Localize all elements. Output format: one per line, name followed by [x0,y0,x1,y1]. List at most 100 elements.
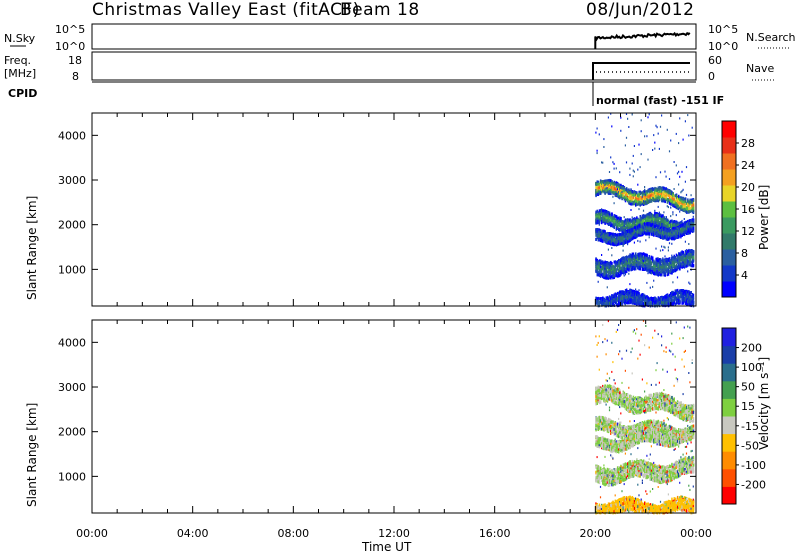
range-gate-cell [623,292,626,296]
range-gate-cell [636,264,638,268]
range-gate-cell [627,296,629,299]
range-gate-cell [612,277,614,280]
range-gate-cell [641,252,644,256]
range-gate-cell [633,226,636,230]
range-gate-cell [647,231,649,235]
range-gate-cell [627,222,629,226]
range-gate-cell [657,132,659,135]
range-gate-cell [645,232,647,236]
range-gate-cell [633,295,636,299]
range-gate-cell [636,254,638,258]
range-gate-cell [654,147,656,150]
range-gate-cell [645,299,647,302]
range-gate-cell [614,192,617,196]
range-gate-cell [670,231,672,235]
range-gate-cell [622,235,624,239]
range-gate-cell [638,143,640,146]
range-gate-cell [604,230,606,234]
range-gate-cell [650,215,652,218]
range-gate-cell [645,261,647,264]
range-gate-cell [620,236,622,240]
range-gate-cell [665,258,667,262]
range-gate-cell [608,182,611,186]
range-gate-cell [649,222,652,226]
range-gate-cell [611,265,613,269]
range-gate-cell [632,252,635,256]
range-gate-cell [652,285,654,288]
range-gate-cell [612,296,614,300]
range-gate-cell [606,241,609,245]
range-gate-cell [595,182,597,185]
range-gate-cell [661,263,663,267]
range-gate-cell [614,260,617,264]
range-gate-cell [654,268,656,271]
range-gate-cell [662,214,664,218]
range-gate-cell [667,270,670,274]
range-gate-cell [637,183,639,186]
range-gate-cell [621,269,623,273]
range-gate-cell [664,191,666,195]
range-gate-cell [638,233,640,237]
range-gate-cell [640,233,643,237]
range-gate-cell [630,209,632,211]
range-gate-cell [652,197,654,201]
range-gate-cell [627,117,629,120]
range-gate-cell [618,194,620,198]
range-gate-cell [618,223,620,227]
range-gate-cell [622,256,624,260]
range-gate-cell [648,213,651,217]
range-gate-cell [599,189,602,192]
range-gate-cell [599,229,602,233]
range-gate-cell [615,240,618,244]
range-gate-cell [633,290,636,294]
range-gate-cell [647,272,649,275]
range-gate-cell [671,228,673,232]
range-gate-cell [601,210,603,214]
range-gate-cell [661,270,663,274]
range-gate-cell [668,232,671,236]
range-gate-cell [655,232,657,236]
range-gate-cell [622,237,624,241]
range-gate-cell [608,213,611,216]
range-gate-cell [613,298,615,302]
range-gate-cell [650,296,652,299]
range-gate-cell [595,131,597,134]
range-gate-cell [644,220,646,224]
range-gate-cell [608,267,611,271]
range-gate-cell [637,258,639,262]
range-gate-cell [625,221,628,225]
range-gate-cell [618,216,620,220]
range-gate-cell [605,210,607,213]
range-gate-cell [610,234,612,238]
freq-unit-label: [MHz] [4,67,36,80]
range-gate-cell [661,193,663,197]
range-gate-cell [625,233,628,237]
range-gate-cell [619,193,621,197]
range-gate-cell [648,301,651,305]
range-gate-cell [598,214,601,218]
range-gate-cell [619,183,621,187]
range-gate-cell [621,304,623,307]
range-gate-cell [645,223,647,227]
range-gate-cell [650,226,653,230]
freq-panel [91,51,697,81]
range-gate-cell [644,217,646,220]
range-gate-cell [606,190,609,194]
range-gate-cell [647,220,649,224]
range-gate-cell [630,223,632,227]
range-gate-cell [646,267,648,270]
range-gate-cell [642,228,645,232]
range-gate-cell [635,252,637,256]
range-gate-cell [605,219,607,223]
range-gate-cell [636,296,638,299]
range-gate-cell [619,237,621,241]
range-gate-cell [610,183,612,187]
range-gate-cell [644,267,646,271]
range-gate-cell [603,212,605,216]
range-gate-cell [635,199,637,203]
range-gate-cell [648,195,651,199]
range-gate-cell [616,242,619,246]
range-gate-cell [610,239,612,242]
range-gate-cell [640,254,643,258]
range-gate-cell [614,214,617,218]
